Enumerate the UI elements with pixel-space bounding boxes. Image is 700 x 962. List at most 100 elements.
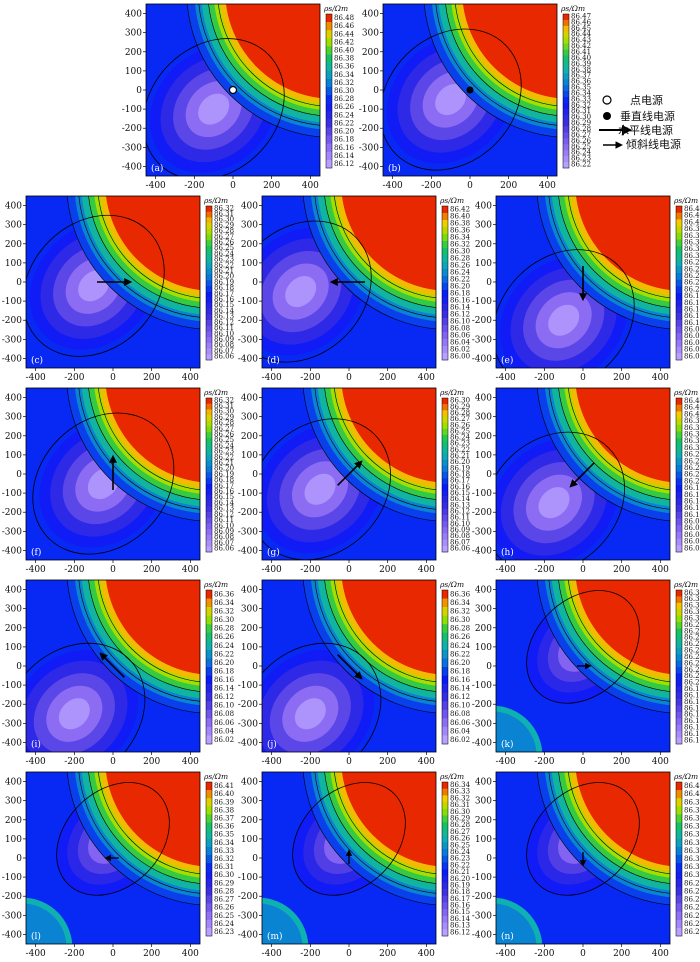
colorbar-tick-label: 86.17 — [214, 290, 234, 298]
colorbar-segment — [442, 434, 448, 442]
colorbar-segment — [442, 353, 448, 361]
colorbar-tick-label: 86.38 — [684, 806, 700, 814]
colorbar-tick-label: 86.04 — [684, 531, 700, 539]
colorbar-segment — [442, 206, 448, 214]
colorbar-tick-label: 86.20 — [684, 679, 700, 687]
colorbar-tick-label: 86.25 — [214, 436, 234, 444]
colorbar-tick-label: 86.41 — [571, 48, 591, 56]
colorbar-segment — [206, 337, 212, 344]
colorbar-segment — [442, 410, 448, 417]
colorbar-tick-label: 86.23 — [450, 440, 470, 448]
y-tick-label: 100 — [475, 259, 492, 269]
panel-label: (b) — [388, 163, 401, 174]
colorbar-tick-label: 86.14 — [214, 307, 235, 315]
y-tick-label: 300 — [125, 29, 142, 39]
colorbar-tick-label: 86.26 — [571, 137, 592, 145]
colorbar-tick-label: 86.16 — [450, 483, 471, 491]
colorbar-tick-label: 86.20 — [450, 458, 470, 466]
colorbar-tick-label: 86.31 — [450, 801, 470, 809]
colorbar-segment — [442, 692, 448, 702]
colorbar-tick-label: 86.04 — [450, 727, 471, 735]
colorbar-segment — [676, 444, 682, 452]
colorbar-segment — [206, 308, 212, 315]
colorbar-tick-label: 86.33 — [571, 95, 591, 103]
colorbar-segment — [563, 49, 569, 56]
colorbar-segment — [563, 138, 569, 145]
colorbar-tick-label: 86.42 — [334, 38, 354, 46]
panel-label: (a) — [151, 163, 163, 174]
colorbar-tick-label: 86.24 — [214, 642, 235, 650]
colorbar-tick-label: 86.22 — [450, 446, 470, 454]
colorbar-tick-label: 86.12 — [450, 508, 470, 516]
colorbar-segment — [676, 404, 682, 412]
colorbar-tick-label: 86.34 — [450, 233, 471, 241]
colorbar-segment — [442, 598, 448, 608]
colorbar-segment — [442, 815, 448, 823]
colorbar: 86.4186.4086.3986.3886.3786.3686.3586.34… — [673, 772, 700, 937]
line-source-arrow — [337, 654, 363, 680]
contour-band — [106, 580, 200, 675]
colorbar-segment — [442, 735, 448, 745]
colorbar-segment — [676, 699, 682, 706]
colorbar-tick-label: 86.32 — [684, 602, 700, 610]
colorbar-segment — [676, 424, 682, 432]
colorbar-tick-label: 86.44 — [684, 205, 700, 213]
colorbar-segment — [442, 346, 448, 354]
colorbar-tick-label: 86.14 — [684, 717, 700, 725]
y-tick-label: -300 — [238, 911, 258, 921]
colorbar-tick-label: 86.24 — [684, 272, 700, 280]
colorbar-segment — [206, 268, 212, 275]
colorbar-segment — [442, 718, 448, 728]
colorbar-segment — [676, 798, 682, 807]
colorbar-title: ρs/Ωm — [673, 772, 698, 781]
colorbar-tick-label: 86.28 — [450, 821, 470, 829]
colorbar-segment — [442, 227, 448, 235]
panel-k: -400 -200 0 200 400 400 300 200 100 0 -100 -200 -300… — [472, 579, 700, 767]
colorbar-segment — [206, 546, 212, 553]
colorbar-segment — [563, 31, 569, 38]
colorbar-segment — [206, 489, 212, 496]
y-tick-label: 300 — [5, 221, 22, 231]
colorbar-segment — [442, 416, 448, 423]
colorbar-segment — [206, 814, 212, 823]
x-tick-label: -200 — [64, 757, 84, 767]
x-tick-label: 200 — [143, 373, 160, 383]
colorbar-segment — [326, 30, 332, 39]
colorbar-segment — [676, 660, 682, 668]
corner-band — [262, 903, 303, 944]
colorbar-tick-label: 86.12 — [214, 693, 234, 701]
colorbar-tick-label: 86.30 — [684, 871, 700, 879]
colorbar-segment — [563, 25, 569, 33]
colorbar-tick-label: 86.08 — [450, 710, 470, 718]
y-tick-label: 400 — [475, 202, 492, 212]
x-tick-label: -400 — [26, 373, 46, 383]
colorbar-segment — [442, 862, 448, 870]
colorbar-segment — [563, 126, 569, 133]
colorbar-tick-label: 86.22 — [684, 279, 700, 287]
colorbar-segment — [563, 114, 569, 121]
colorbar-tick-label: 86.07 — [214, 347, 234, 355]
y-tick-label: 400 — [241, 394, 258, 404]
colorbar-tick-label: 86.28 — [214, 887, 234, 895]
colorbar-tick-label: 86.24 — [450, 268, 471, 276]
panel-d: -400 -200 0 200 400 400 300 200 100 0 -100 -200 -300… — [238, 195, 471, 383]
colorbar-segment — [676, 299, 682, 307]
colorbar-tick-label: 86.32 — [214, 855, 234, 863]
colorbar-segment — [676, 313, 682, 321]
colorbar-segment — [206, 460, 212, 467]
x-tick-label: 200 — [379, 757, 396, 767]
colorbar-tick-label: 86.22 — [450, 650, 470, 658]
panel-b: -400 -200 0 200 400 400 300 200 100 0 -100 -200 -300… — [359, 3, 592, 191]
colorbar-segment — [206, 320, 212, 327]
colorbar-tick-label: 86.38 — [214, 806, 234, 814]
colorbar-tick-label: 86.30 — [571, 113, 591, 121]
colorbar-tick-label: 86.23 — [571, 155, 591, 163]
y-tick-label: -400 — [238, 930, 258, 940]
x-tick-label: 0 — [580, 565, 586, 575]
y-tick-label: 400 — [475, 586, 492, 596]
colorbar-tick-label: 86.06 — [450, 719, 471, 727]
colorbar: 86.3286.3186.3086.2986.2886.2786.2686.25… — [203, 388, 235, 553]
colorbar: 86.3486.3386.3286.3186.3086.2986.2886.27… — [673, 580, 700, 744]
colorbar-segment — [676, 679, 682, 687]
contour-band — [226, 4, 320, 99]
